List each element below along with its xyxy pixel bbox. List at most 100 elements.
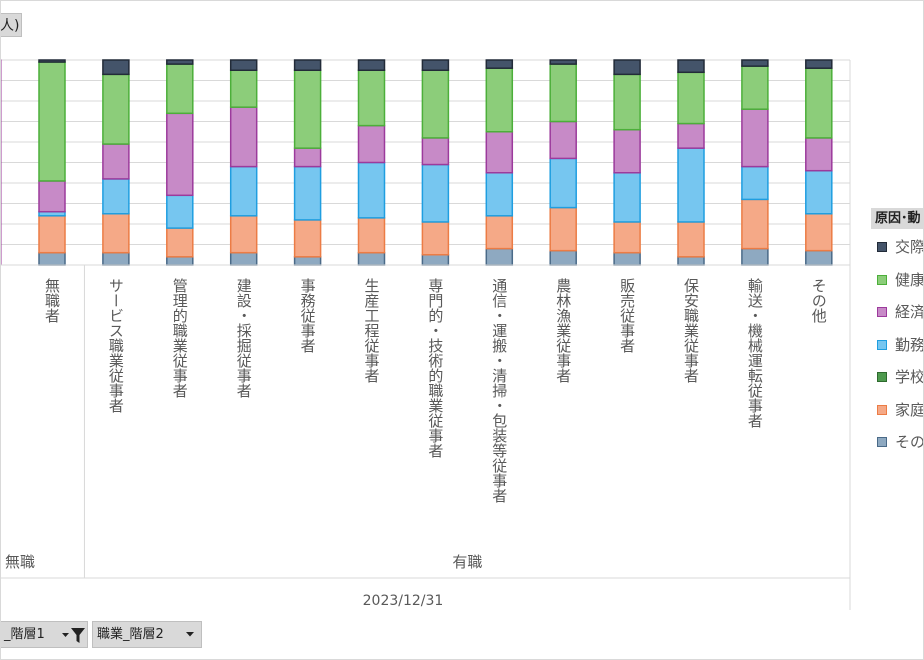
bar-segment[interactable]: [293, 219, 322, 258]
category-label: 無職者: [43, 278, 61, 323]
bar-segment[interactable]: [38, 215, 66, 254]
bar-segment[interactable]: [38, 61, 66, 182]
bar-segment[interactable]: [229, 251, 258, 266]
bar-segment[interactable]: [357, 251, 386, 266]
bar-segment[interactable]: [102, 143, 130, 180]
bar-segment[interactable]: [741, 165, 769, 201]
bar-segment[interactable]: [357, 217, 386, 254]
bar-segment[interactable]: [166, 256, 194, 266]
bar-segment[interactable]: [741, 59, 769, 67]
bar-segment[interactable]: [677, 256, 705, 266]
bar-segment[interactable]: [741, 247, 769, 266]
bar-segment[interactable]: [613, 73, 641, 131]
bar-segment[interactable]: [549, 249, 577, 266]
bar-segment[interactable]: [293, 165, 322, 221]
bar-segment[interactable]: [741, 108, 769, 168]
bar-segment[interactable]: [549, 59, 577, 65]
bar-segment[interactable]: [421, 59, 450, 71]
dropdown-arrow-icon[interactable]: [185, 622, 195, 647]
bar-segment[interactable]: [102, 213, 130, 254]
bar-segment[interactable]: [293, 59, 322, 71]
bar-segment[interactable]: [229, 215, 258, 254]
bar-segment[interactable]: [229, 165, 258, 217]
bar-segment[interactable]: [38, 59, 66, 63]
category-label: 専門的・技術的職業従事者: [426, 278, 444, 458]
dropdown-arrow-icon[interactable]: [61, 622, 70, 647]
bar-segment[interactable]: [485, 131, 514, 174]
legend-swatch: [877, 339, 887, 350]
bar-segment[interactable]: [485, 215, 514, 250]
bar-segment[interactable]: [102, 178, 130, 215]
bar-segment[interactable]: [805, 59, 833, 69]
bar-segment[interactable]: [613, 128, 641, 174]
bar-segment[interactable]: [549, 157, 577, 209]
category-label: 事務従事者: [299, 278, 317, 353]
bar-segment[interactable]: [166, 112, 194, 197]
bar-segment[interactable]: [421, 137, 450, 166]
bar-segment[interactable]: [485, 59, 514, 69]
filter-funnel-icon[interactable]: [70, 622, 86, 647]
bar-segment[interactable]: [805, 213, 833, 252]
bar-segment[interactable]: [805, 137, 833, 172]
category-label: 生産工程従事者: [363, 278, 381, 383]
legend-label: 学校: [895, 368, 924, 386]
category-label: 輸送・機械運転従事者: [746, 278, 764, 428]
category-label: 通信・運搬・清掃・包装等従事者: [490, 278, 508, 503]
bar-segment[interactable]: [485, 247, 514, 266]
bar-segment[interactable]: [613, 172, 641, 223]
bar-segment[interactable]: [805, 67, 833, 139]
category-label: 農林漁業従事者: [554, 278, 572, 383]
bar-segment[interactable]: [166, 194, 194, 229]
category-label: 管理的職業従事者: [171, 278, 189, 398]
bar-segment[interactable]: [421, 221, 450, 256]
bar-segment[interactable]: [549, 206, 577, 252]
bar-segment[interactable]: [613, 59, 641, 76]
bar-segment[interactable]: [805, 249, 833, 266]
bar-segment[interactable]: [421, 69, 450, 139]
bar-segment[interactable]: [357, 59, 386, 71]
bar-segment[interactable]: [485, 172, 514, 217]
legend-title[interactable]: 原因･動: [871, 208, 924, 229]
bar-segment[interactable]: [677, 147, 705, 223]
axis-field-button-level1[interactable]: _階層1: [0, 621, 88, 648]
bar-segment[interactable]: [229, 106, 258, 168]
bar-segment[interactable]: [741, 198, 769, 250]
bar-segment[interactable]: [293, 256, 322, 266]
bar-segment[interactable]: [805, 169, 833, 215]
axis-field-button-level2[interactable]: 職業_階層2: [92, 621, 202, 648]
bar-segment[interactable]: [38, 180, 66, 213]
bar-segment[interactable]: [102, 251, 130, 266]
bar-segment[interactable]: [102, 59, 130, 76]
bar-segment[interactable]: [102, 73, 130, 145]
bar-segment[interactable]: [485, 67, 514, 133]
bar-segment[interactable]: [677, 221, 705, 258]
bar-segment[interactable]: [229, 69, 258, 108]
bar-segment[interactable]: [229, 59, 258, 71]
bar-segment[interactable]: [421, 254, 450, 266]
bar-segment[interactable]: [38, 251, 66, 266]
bar-segment[interactable]: [166, 59, 194, 65]
bar-segment[interactable]: [549, 120, 577, 160]
bar-segment[interactable]: [166, 227, 194, 258]
category-label: サービス職業従事者: [107, 278, 125, 413]
x-axis-title: 2023/12/31: [363, 593, 444, 609]
bar-segment[interactable]: [293, 69, 322, 149]
value-field-button[interactable]: 人): [0, 13, 22, 37]
bar-segment[interactable]: [741, 65, 769, 110]
bar-segment[interactable]: [166, 63, 194, 115]
bar-segment[interactable]: [549, 63, 577, 123]
bar-segment[interactable]: [677, 59, 705, 74]
bar-segment[interactable]: [677, 122, 705, 149]
bar-segment[interactable]: [613, 221, 641, 254]
bar-segment[interactable]: [357, 161, 386, 219]
bar-segment[interactable]: [613, 251, 641, 266]
group-label: 無職: [5, 553, 35, 571]
bar-segment[interactable]: [357, 69, 386, 127]
bar-segment[interactable]: [357, 124, 386, 164]
bar-segment[interactable]: [677, 71, 705, 125]
legend-swatch: [877, 404, 887, 415]
bar-segment[interactable]: [421, 163, 450, 223]
category-label: その他: [810, 278, 828, 324]
bar-segment[interactable]: [293, 147, 322, 168]
